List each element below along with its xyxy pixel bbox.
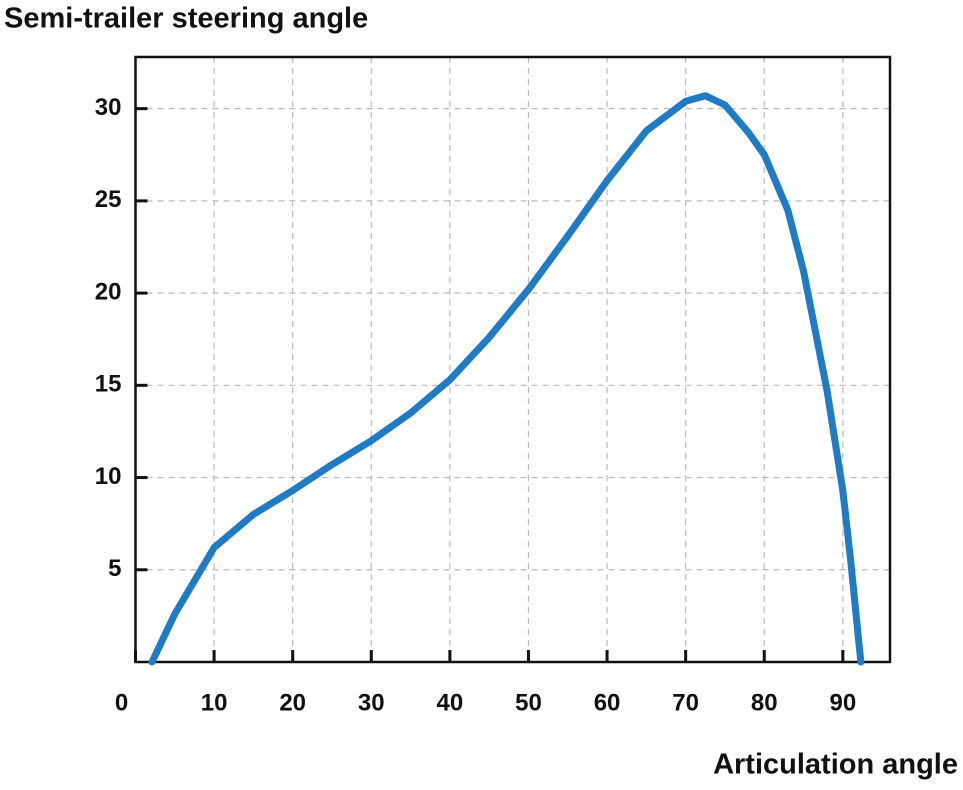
x-tick-label: 30 [358, 689, 385, 716]
y-tick-label: 30 [95, 94, 122, 121]
x-tick-label: 10 [201, 689, 228, 716]
y-tick-label: 20 [95, 278, 122, 305]
y-tick-label: 10 [95, 463, 122, 490]
data-line [148, 92, 865, 666]
x-tick-label: 90 [829, 689, 856, 716]
x-tick-label: 0 [115, 689, 128, 716]
x-axis-label: Articulation angle [713, 749, 958, 781]
y-tick-label: 25 [95, 186, 122, 213]
x-tick-label: 20 [279, 689, 306, 716]
x-tick-label: 60 [594, 689, 621, 716]
y-tick-label: 15 [95, 371, 122, 398]
x-tick-label: 50 [515, 689, 542, 716]
x-tick-label: 80 [751, 689, 778, 716]
plot-frame [134, 55, 892, 664]
chart-title: Semi-trailer steering angle [4, 3, 368, 35]
x-tick-label: 70 [672, 689, 699, 716]
x-tick-label: 40 [437, 689, 464, 716]
y-tick-label: 5 [108, 555, 121, 582]
